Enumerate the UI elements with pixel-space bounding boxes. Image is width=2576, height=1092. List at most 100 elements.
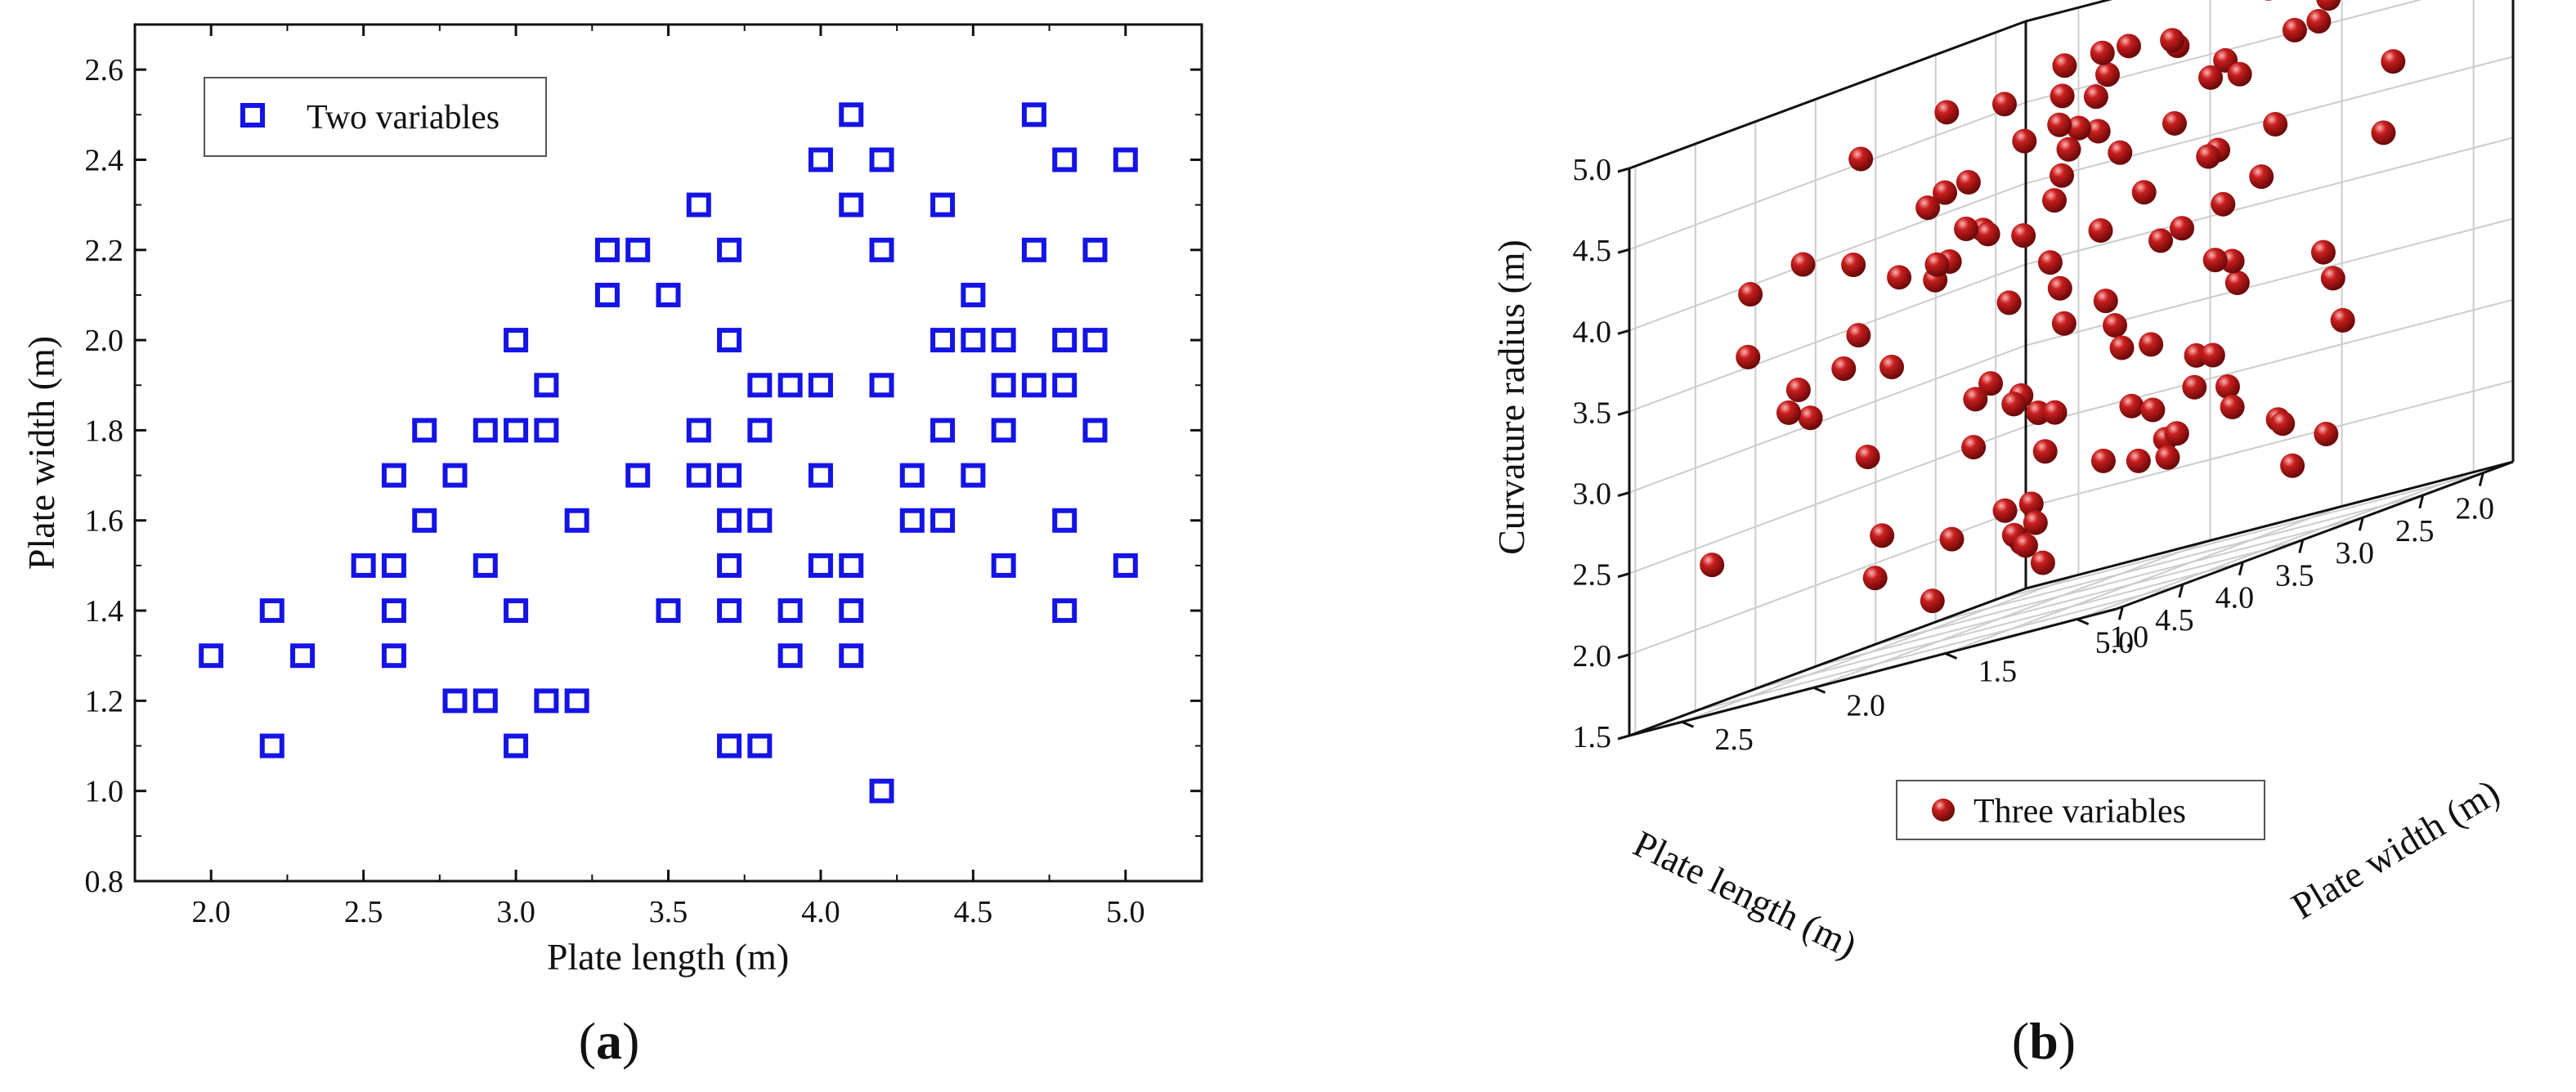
x-tick-mark-b <box>2358 517 2364 531</box>
data-point-sphere <box>1790 252 1816 277</box>
box-edge-top-right <box>2025 0 2112 23</box>
x-tick-label: 4.0 <box>801 895 840 929</box>
z-tick-label-b: 3.5 <box>1573 396 1612 430</box>
grid-line-y-floor <box>1813 539 2211 689</box>
data-point <box>594 282 620 307</box>
data-point <box>656 282 681 307</box>
data-point-sphere <box>2108 140 2133 165</box>
data-point <box>564 508 589 533</box>
y-tick-label: 2.2 <box>85 234 124 268</box>
data-point <box>442 688 468 714</box>
data-point-sphere <box>2085 119 2111 144</box>
data-point <box>869 237 894 262</box>
data-point-sphere <box>2037 250 2063 275</box>
data-point <box>747 373 773 398</box>
data-point <box>869 373 894 398</box>
data-point-sphere <box>1956 170 1981 195</box>
data-point-sphere <box>1862 566 1888 591</box>
data-point <box>717 237 742 262</box>
data-point <box>717 328 742 353</box>
data-point-sphere <box>2041 188 2067 213</box>
x-tick-label: 4.5 <box>954 895 993 929</box>
data-point <box>381 463 406 488</box>
y-tick-mark-b <box>1681 720 1695 728</box>
data-point <box>504 418 529 443</box>
data-point-sphere <box>2310 239 2336 265</box>
grid-planes-b <box>1628 0 2514 736</box>
data-point <box>961 328 986 353</box>
data-point-sphere <box>2264 0 2273 1</box>
z-tick-mark-b <box>1617 329 1630 335</box>
data-point-sphere <box>1879 354 1905 379</box>
data-point-sphere <box>1975 222 2000 247</box>
data-point-sphere <box>1776 400 1802 425</box>
data-point-sphere <box>2050 83 2075 109</box>
data-point-sphere <box>2198 65 2224 90</box>
data-point-sphere <box>2103 313 2128 338</box>
data-point-sphere <box>2001 392 2027 417</box>
data-point-sphere <box>2032 439 2058 464</box>
data-point <box>351 553 376 578</box>
data-point-sphere <box>2139 332 2164 357</box>
data-point-sphere <box>2202 248 2228 273</box>
x-tick-mark-b <box>2478 472 2484 487</box>
data-point <box>747 733 773 759</box>
data-point-sphere <box>2042 400 2068 425</box>
y-tick-label: 1.6 <box>85 504 124 539</box>
data-point-sphere <box>2220 394 2245 419</box>
data-point <box>808 373 833 398</box>
data-point <box>717 598 742 624</box>
z-tick-mark-b <box>1617 734 1630 741</box>
data-point-sphere <box>2249 164 2274 190</box>
data-point-sphere <box>2088 218 2113 244</box>
data-point <box>717 553 742 578</box>
z-tick-label-b: 5.0 <box>1573 153 1612 187</box>
data-point <box>656 598 681 624</box>
grid-line-x-floor <box>1875 517 2363 646</box>
data-point-sphere <box>1846 323 1871 348</box>
data-point <box>747 418 773 443</box>
legend-b: Three variables <box>1896 780 2265 840</box>
z-tick-mark-b <box>1617 653 1630 660</box>
data-point-sphere <box>1785 378 1811 403</box>
data-point-sphere <box>2162 110 2187 136</box>
data-point-sphere <box>2018 491 2044 517</box>
box-edge-floor-right <box>2025 460 2514 590</box>
grid-line-x-floor <box>1935 494 2424 623</box>
data-point <box>564 688 589 714</box>
data-point <box>381 598 406 624</box>
data-point-sphere <box>2052 53 2077 78</box>
legend-box-b <box>1896 780 2265 840</box>
data-point <box>899 508 925 533</box>
grid-line-y-floor <box>1682 574 2079 723</box>
data-point-sphere <box>1992 498 2018 523</box>
grid-line-z-right-wall <box>2025 298 2514 427</box>
z-tick-mark-b <box>1617 572 1630 579</box>
data-point <box>473 553 498 578</box>
data-point-sphere <box>1961 435 1987 460</box>
data-point-sphere <box>1954 216 1979 241</box>
data-point-sphere <box>1870 523 1895 548</box>
data-point-sphere <box>2050 163 2075 188</box>
data-point-sphere <box>2066 115 2091 141</box>
data-point <box>991 373 1016 398</box>
data-point-sphere <box>2030 550 2055 575</box>
data-point <box>930 328 956 353</box>
data-point-sphere <box>2196 144 2221 169</box>
data-point <box>1052 373 1077 398</box>
x-tick-label: 2.5 <box>344 895 383 929</box>
data-point-sphere <box>2263 112 2288 137</box>
data-point-sphere <box>2320 266 2345 291</box>
z-tick-label-b: 2.0 <box>1573 639 1612 674</box>
data-point <box>442 463 468 488</box>
z-tick-mark-b <box>1617 248 1630 254</box>
data-point <box>961 463 986 488</box>
data-point <box>717 463 742 488</box>
data-point <box>1082 237 1108 262</box>
data-point-sphere <box>2211 191 2236 217</box>
data-point <box>777 643 803 669</box>
data-point <box>473 688 498 714</box>
z-tick-mark-b <box>1617 410 1630 416</box>
x-tick-label-b: 3.0 <box>2336 536 2375 571</box>
